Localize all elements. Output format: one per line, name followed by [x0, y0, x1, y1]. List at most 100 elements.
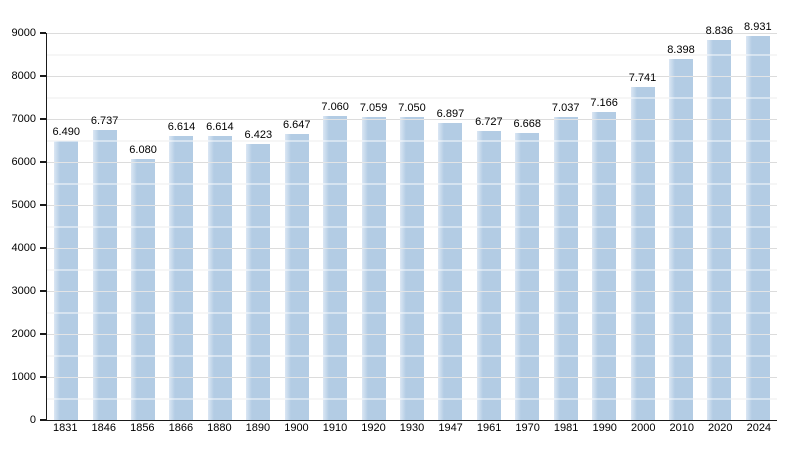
y-axis-tick — [40, 376, 46, 378]
y-axis-tick-label: 0 — [29, 413, 36, 426]
x-axis-tick-label: 1910 — [322, 422, 348, 434]
bar: 6.668 — [514, 118, 541, 420]
bar: 8.398 — [667, 44, 695, 420]
bars-container: 6.490 6.737 6.080 6.614 6.614 6.423 6.647 7.060… — [47, 21, 777, 420]
bar-slot: 7.060 — [316, 33, 354, 420]
x-axis-tick-label: 1846 — [91, 422, 117, 434]
y-axis-tick — [40, 118, 46, 120]
y-axis: 0 1000 2000 3000 4000 5000 6000 7000 8000 9000 — [0, 0, 46, 450]
y-axis-tick-label: 2000 — [11, 327, 36, 340]
bar-slot: 7.037 — [546, 33, 584, 420]
bar-value-label: 8.398 — [667, 43, 695, 56]
x-axis-tick-label: 1900 — [284, 422, 309, 434]
x-axis-tick-label: 2000 — [630, 422, 656, 434]
x-axis-tick-label: 1981 — [553, 422, 579, 434]
bar-value-label: 7.037 — [551, 102, 580, 115]
x-axis-labels: 1831 1846 1856 1866 1880 1890 1900 1910 1920 1930… — [46, 422, 778, 434]
bar-value-label: 6.668 — [513, 118, 542, 131]
bar: 6.490 — [52, 126, 80, 420]
bar: 8.836 — [706, 25, 733, 420]
y-axis-tick — [40, 419, 46, 421]
bar: 6.614 — [206, 121, 234, 420]
bar-value-label: 7.060 — [321, 101, 349, 114]
bar-value-label: 6.897 — [436, 108, 465, 121]
bar-slot: 6.727 — [470, 33, 508, 420]
y-axis-tick — [40, 204, 46, 206]
y-axis-tick-label: 1000 — [11, 370, 36, 383]
bar-slot: 6.080 — [124, 33, 162, 420]
bar-value-label: 6.727 — [475, 115, 503, 128]
y-axis-tick-label: 4000 — [11, 241, 36, 254]
bar: 6.080 — [129, 144, 157, 420]
x-axis-tick-label: 1890 — [245, 422, 271, 434]
bar: 7.037 — [552, 102, 579, 420]
y-axis-tick-label: 8000 — [11, 69, 36, 82]
x-axis-tick-label: 1866 — [168, 422, 194, 434]
bar: 6.614 — [168, 121, 195, 420]
y-axis-tick — [40, 32, 46, 34]
bar-value-label: 7.050 — [398, 101, 426, 114]
bar-value-label: 6.737 — [90, 115, 119, 128]
y-axis-tick-label: 9000 — [11, 26, 36, 39]
bar: 6.423 — [245, 129, 272, 420]
bar-slot: 6.490 — [47, 33, 85, 420]
bar-slot: 8.398 — [662, 33, 700, 420]
bar-slot: 6.614 — [162, 33, 200, 420]
bar-slot: 6.614 — [201, 33, 239, 420]
bar-value-label: 7.059 — [359, 101, 388, 114]
bar-slot: 6.647 — [278, 33, 316, 420]
y-axis-tick-label: 7000 — [11, 112, 36, 125]
bar: 6.727 — [475, 116, 503, 420]
bar-slot: 8.931 — [739, 21, 777, 420]
bar-slot: 7.059 — [354, 33, 392, 420]
bar-value-label: 6.490 — [52, 125, 80, 138]
bar-slot: 7.741 — [623, 33, 661, 420]
bar: 6.737 — [91, 115, 118, 420]
bar: 7.060 — [321, 101, 349, 420]
y-axis-tick-label: 5000 — [11, 198, 36, 211]
x-axis-tick-label: 1856 — [130, 422, 155, 434]
y-axis-tick-label: 3000 — [11, 284, 36, 297]
bar-slot: 7.166 — [585, 33, 623, 420]
y-axis-tick — [40, 333, 46, 335]
bar-value-label: 6.614 — [206, 120, 234, 133]
x-axis-tick-label: 2024 — [746, 422, 772, 434]
bar: 7.059 — [360, 102, 387, 420]
bar-value-label: 8.931 — [744, 21, 772, 33]
y-axis-tick — [40, 290, 46, 292]
bar: 7.050 — [398, 102, 426, 420]
bar-value-label: 7.166 — [590, 96, 618, 109]
bar: 6.897 — [437, 108, 464, 420]
y-axis-tick-label: 6000 — [11, 155, 36, 168]
bar-value-label: 6.080 — [129, 143, 157, 156]
bar-slot: 6.668 — [508, 33, 546, 420]
bar-value-label: 6.647 — [282, 119, 311, 132]
x-axis-tick-label: 1831 — [53, 422, 78, 434]
bar-value-label: 6.614 — [167, 120, 196, 133]
bar-slot: 7.050 — [393, 33, 431, 420]
bar-value-label: 7.741 — [628, 72, 657, 85]
y-axis-tick — [40, 161, 46, 163]
bar-value-label: 6.423 — [244, 128, 273, 141]
x-axis-tick-label: 1920 — [361, 422, 386, 434]
x-axis-tick-label: 1961 — [476, 422, 502, 434]
x-axis-tick-label: 1930 — [399, 422, 425, 434]
bar: 8.931 — [744, 21, 772, 420]
bar: 7.166 — [590, 97, 618, 420]
x-axis-tick-label: 1880 — [207, 422, 232, 434]
x-axis-tick-label: 1970 — [515, 422, 540, 434]
bar-value-label: 8.836 — [705, 25, 734, 38]
x-axis-tick-label: 2010 — [669, 422, 694, 434]
plot-area: 6.490 6.737 6.080 6.614 6.614 6.423 6.647 7.060… — [46, 21, 777, 421]
bar: 6.647 — [283, 119, 311, 420]
bar-slot: 6.737 — [85, 33, 123, 420]
y-axis-tick — [40, 75, 46, 77]
y-axis-tick — [40, 247, 46, 249]
bar-slot: 6.897 — [431, 33, 469, 420]
bar-slot: 6.423 — [239, 33, 277, 420]
bar: 7.741 — [629, 72, 656, 420]
x-axis-tick-label: 2020 — [708, 422, 733, 434]
x-axis-tick-label: 1990 — [592, 422, 617, 434]
x-axis-tick-label: 1947 — [438, 422, 463, 434]
